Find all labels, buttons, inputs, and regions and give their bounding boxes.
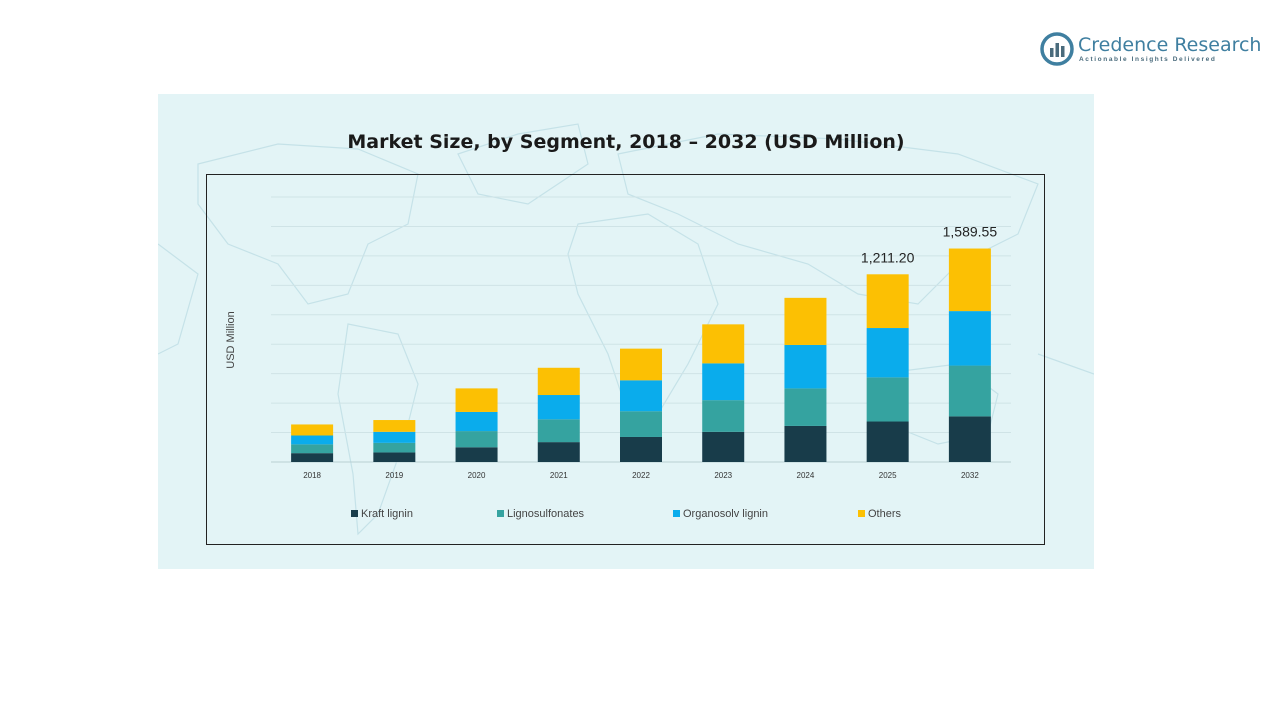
x-tick-label: 2023 [714,471,732,480]
bar-segment [702,400,745,432]
bar-segment [702,363,745,401]
bar-segment [948,248,991,312]
x-tick-label: 2022 [632,471,650,480]
bar-segment [866,377,909,422]
legend-label: Kraft lignin [361,508,413,520]
bar-segment [784,425,827,462]
total-data-label: 1,589.55 [943,224,998,240]
bar-segment [702,324,745,364]
legend-label: Lignosulfonates [507,508,585,520]
legend-swatch [673,510,680,517]
bar-segment [620,411,662,437]
bar-segment [784,297,827,345]
bar-segment [620,436,662,462]
y-axis-label: USD Million [225,311,237,368]
bar-segment [291,435,334,445]
x-tick-label: 2024 [797,471,815,480]
chart-svg: 2018 2019 2020 2021 2022 2023 2024 2025 2032 1,21… [225,196,1011,520]
bar-segment [455,431,498,448]
bar-segment [455,388,498,412]
bar-segment [455,411,498,432]
brand-logo: Credence Research Actionable Insights De… [1040,32,1262,66]
chart-title: Market Size, by Segment, 2018 – 2032 (US… [347,131,905,153]
chart-panel: Market Size, by Segment, 2018 – 2032 (US… [158,94,1094,569]
bar-segment [866,274,909,329]
bar-segment [537,419,580,443]
world-map-watermark [158,123,1094,536]
bar-segment [948,365,991,417]
bar-segment [373,442,416,453]
x-tick-label: 2025 [879,471,897,480]
x-tick-label: 2021 [550,471,568,480]
bar-segment [702,431,745,462]
x-tick-label: 2020 [468,471,486,480]
x-tick-label: 2019 [385,471,403,480]
bar-segment [537,442,580,462]
bar-segment [291,453,334,462]
legend-label: Others [868,508,902,520]
x-tick-label: 2032 [961,471,979,480]
bar-segment [948,416,991,462]
legend-swatch [858,510,865,517]
bar-segment [373,431,416,443]
bar-segment [948,311,991,366]
bar-segment [784,344,827,389]
legend-swatch [497,510,504,517]
bar-segment [866,421,909,462]
bar-segment [291,444,334,454]
brand-name: Credence Research [1078,34,1262,56]
credence-logo-icon [1040,32,1074,66]
x-tick-label: 2018 [303,471,321,480]
total-data-label: 1,211.20 [861,249,915,265]
legend-label: Organosolv lignin [683,508,768,520]
bar-segment [373,452,416,462]
bar-segment [620,348,662,381]
bar-segment [373,420,416,432]
bar-segment [537,395,580,420]
plot-area: 2018 2019 2020 2021 2022 2023 2024 2025 2032 1,21… [206,174,1045,545]
legend-swatch [351,510,358,517]
brand-tagline: Actionable Insights Delivered [1079,56,1217,63]
bar-segment [866,328,909,378]
bar-segment [620,380,662,412]
bar-segment [455,447,498,462]
bar-segment [537,367,580,396]
bar-segment [784,388,827,426]
bar-segment [291,424,334,436]
